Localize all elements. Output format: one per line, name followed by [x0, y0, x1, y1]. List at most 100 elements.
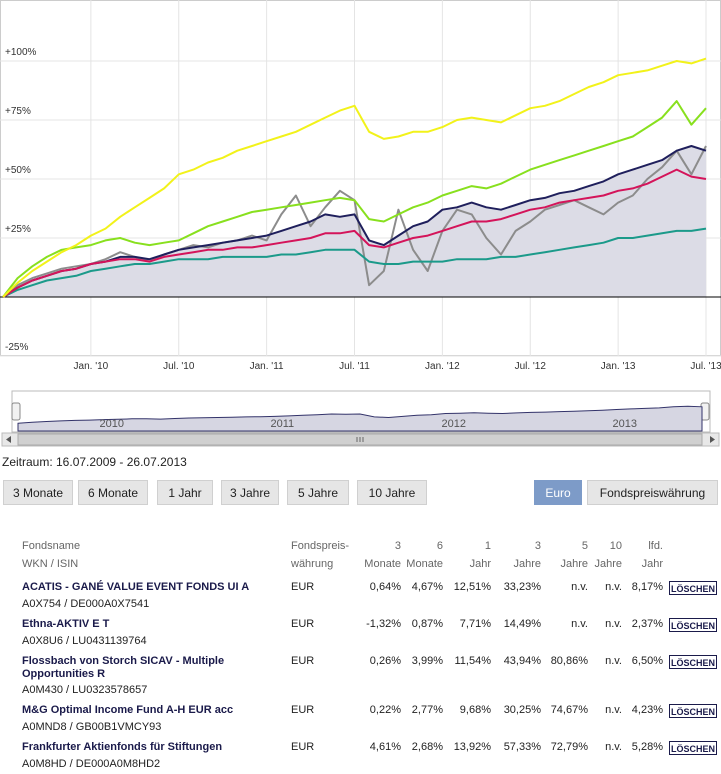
column-header: lfd. — [648, 540, 663, 552]
performance-value: 14,49% — [503, 618, 541, 630]
series-line — [2, 100, 707, 298]
navigator-label: 2012 — [442, 418, 466, 430]
x-tick-label: Jul. '13 — [690, 361, 721, 372]
navigator-label: 2013 — [613, 418, 637, 430]
fund-ids: A0M8HD / DE000A0M8HD2 — [22, 758, 161, 770]
fund-ids: A0X8U6 / LU0431139764 — [22, 635, 147, 647]
performance-value: n.v. — [605, 581, 622, 593]
x-tick-label: Jan. '12 — [425, 361, 460, 372]
column-header: Jahre — [513, 558, 541, 570]
fund-name[interactable]: ACATIS - GANÉ VALUE EVENT FONDS UI A — [22, 581, 250, 593]
performance-value: 7,71% — [459, 618, 491, 630]
delete-button[interactable]: LÖSCHEN — [669, 618, 717, 632]
performance-value: 5,28% — [631, 741, 663, 753]
x-tick-label: Jan. '13 — [601, 361, 636, 372]
performance-value: n.v. — [571, 581, 588, 593]
fund-ids: A0M430 / LU0323578657 — [22, 684, 148, 696]
currency-button[interactable]: Fondspreiswährung — [587, 480, 718, 505]
fund-name[interactable]: Flossbach von Storch SICAV - Multiple Op… — [22, 655, 225, 680]
x-tick-label: Jul. '11 — [339, 361, 370, 372]
performance-value: 2,77% — [411, 704, 443, 716]
period-label: Zeitraum: 16.07.2009 - 26.07.2013 — [2, 455, 187, 469]
performance-value: 74,67% — [550, 704, 588, 716]
performance-value: 80,86% — [550, 655, 588, 667]
series-line — [2, 57, 707, 298]
column-header: Jahre — [560, 558, 588, 570]
range-button[interactable]: 6 Monate — [78, 480, 148, 505]
delete-button[interactable]: LÖSCHEN — [669, 581, 717, 595]
performance-value: n.v. — [605, 655, 622, 667]
delete-button[interactable]: LÖSCHEN — [669, 655, 717, 669]
column-header: Monate — [406, 558, 443, 570]
performance-value: 8,17% — [631, 581, 663, 593]
performance-value: n.v. — [605, 741, 622, 753]
series-line — [2, 145, 707, 298]
range-button[interactable]: 1 Jahr — [157, 480, 213, 505]
fund-name[interactable]: Ethna-AKTIV E T — [22, 618, 110, 630]
y-tick-label: +75% — [5, 106, 31, 117]
range-button[interactable]: 5 Jahre — [287, 480, 349, 505]
series-line — [2, 227, 707, 298]
performance-value: 12,51% — [453, 581, 491, 593]
performance-value: 9,68% — [459, 704, 491, 716]
performance-value: 4,67% — [411, 581, 443, 593]
column-header: Fondspreis- — [291, 540, 350, 552]
x-tick-label: Jan. '11 — [250, 361, 284, 372]
navigator-handle-left[interactable] — [11, 402, 21, 421]
column-header: Monate — [364, 558, 401, 570]
fund-name[interactable]: Frankfurter Aktienfonds für Stiftungen — [22, 741, 223, 753]
currency-button[interactable]: Euro — [534, 480, 582, 505]
y-tick-label: -25% — [5, 342, 28, 353]
performance-value: 2,68% — [411, 741, 443, 753]
x-tick-label: Jul. '10 — [163, 361, 195, 372]
navigator-label: 2011 — [271, 418, 295, 430]
performance-value: n.v. — [605, 704, 622, 716]
x-tick-label: Jul. '12 — [515, 361, 547, 372]
performance-value: 2,37% — [631, 618, 663, 630]
performance-value: 11,54% — [454, 655, 492, 667]
y-tick-label: +25% — [5, 224, 31, 235]
column-header: 10 — [609, 540, 622, 552]
performance-value: 3,99% — [411, 655, 443, 667]
column-header: Jahr — [469, 558, 491, 570]
currency: EUR — [291, 655, 315, 667]
series-line — [2, 168, 707, 298]
range-button[interactable]: 3 Monate — [3, 480, 73, 505]
performance-value: 0,26% — [369, 655, 401, 667]
column-header: 3 — [534, 540, 541, 552]
delete-button[interactable]: LÖSCHEN — [669, 741, 717, 755]
column-header: Jahr — [641, 558, 663, 570]
performance-value: 0,22% — [369, 704, 401, 716]
performance-value: 6,50% — [631, 655, 663, 667]
performance-value: n.v. — [605, 618, 622, 630]
currency: EUR — [291, 581, 315, 593]
range-button[interactable]: 10 Jahre — [357, 480, 427, 505]
column-header: währung — [291, 558, 334, 570]
chart: -25% +25% +50% +75% +100% Jan. '10 Jul. '10 Jan… — [0, 0, 721, 447]
column-header: Jahre — [594, 558, 622, 570]
performance-value: 57,33% — [503, 741, 541, 753]
range-button[interactable]: 3 Jahre — [221, 480, 279, 505]
navigator-label: 2010 — [100, 418, 124, 430]
fund-name[interactable]: M&G Optimal Income Fund A-H EUR acc — [22, 704, 234, 716]
y-tick-label: +50% — [5, 165, 31, 176]
column-header: 3 — [394, 540, 401, 552]
performance-value: 0,64% — [369, 581, 401, 593]
scroll-right-arrow[interactable] — [710, 436, 715, 443]
performance-value: -1,32% — [366, 618, 401, 630]
fund-ids: A0X754 / DE000A0X7541 — [22, 598, 150, 610]
column-header: WKN / ISIN — [22, 558, 79, 570]
fund-ids: A0MND8 / GB00B1VMCY93 — [22, 721, 162, 733]
currency: EUR — [291, 618, 315, 630]
scroll-grip — [356, 437, 364, 442]
performance-value: 0,87% — [411, 618, 443, 630]
performance-value: 72,79% — [550, 741, 588, 753]
delete-button[interactable]: LÖSCHEN — [669, 704, 717, 718]
performance-value: 43,94% — [503, 655, 541, 667]
y-tick-label: +100% — [5, 47, 37, 58]
performance-value: 4,61% — [369, 741, 401, 753]
performance-value: 30,25% — [503, 704, 541, 716]
currency: EUR — [291, 704, 315, 716]
scroll-left-arrow[interactable] — [6, 436, 11, 443]
